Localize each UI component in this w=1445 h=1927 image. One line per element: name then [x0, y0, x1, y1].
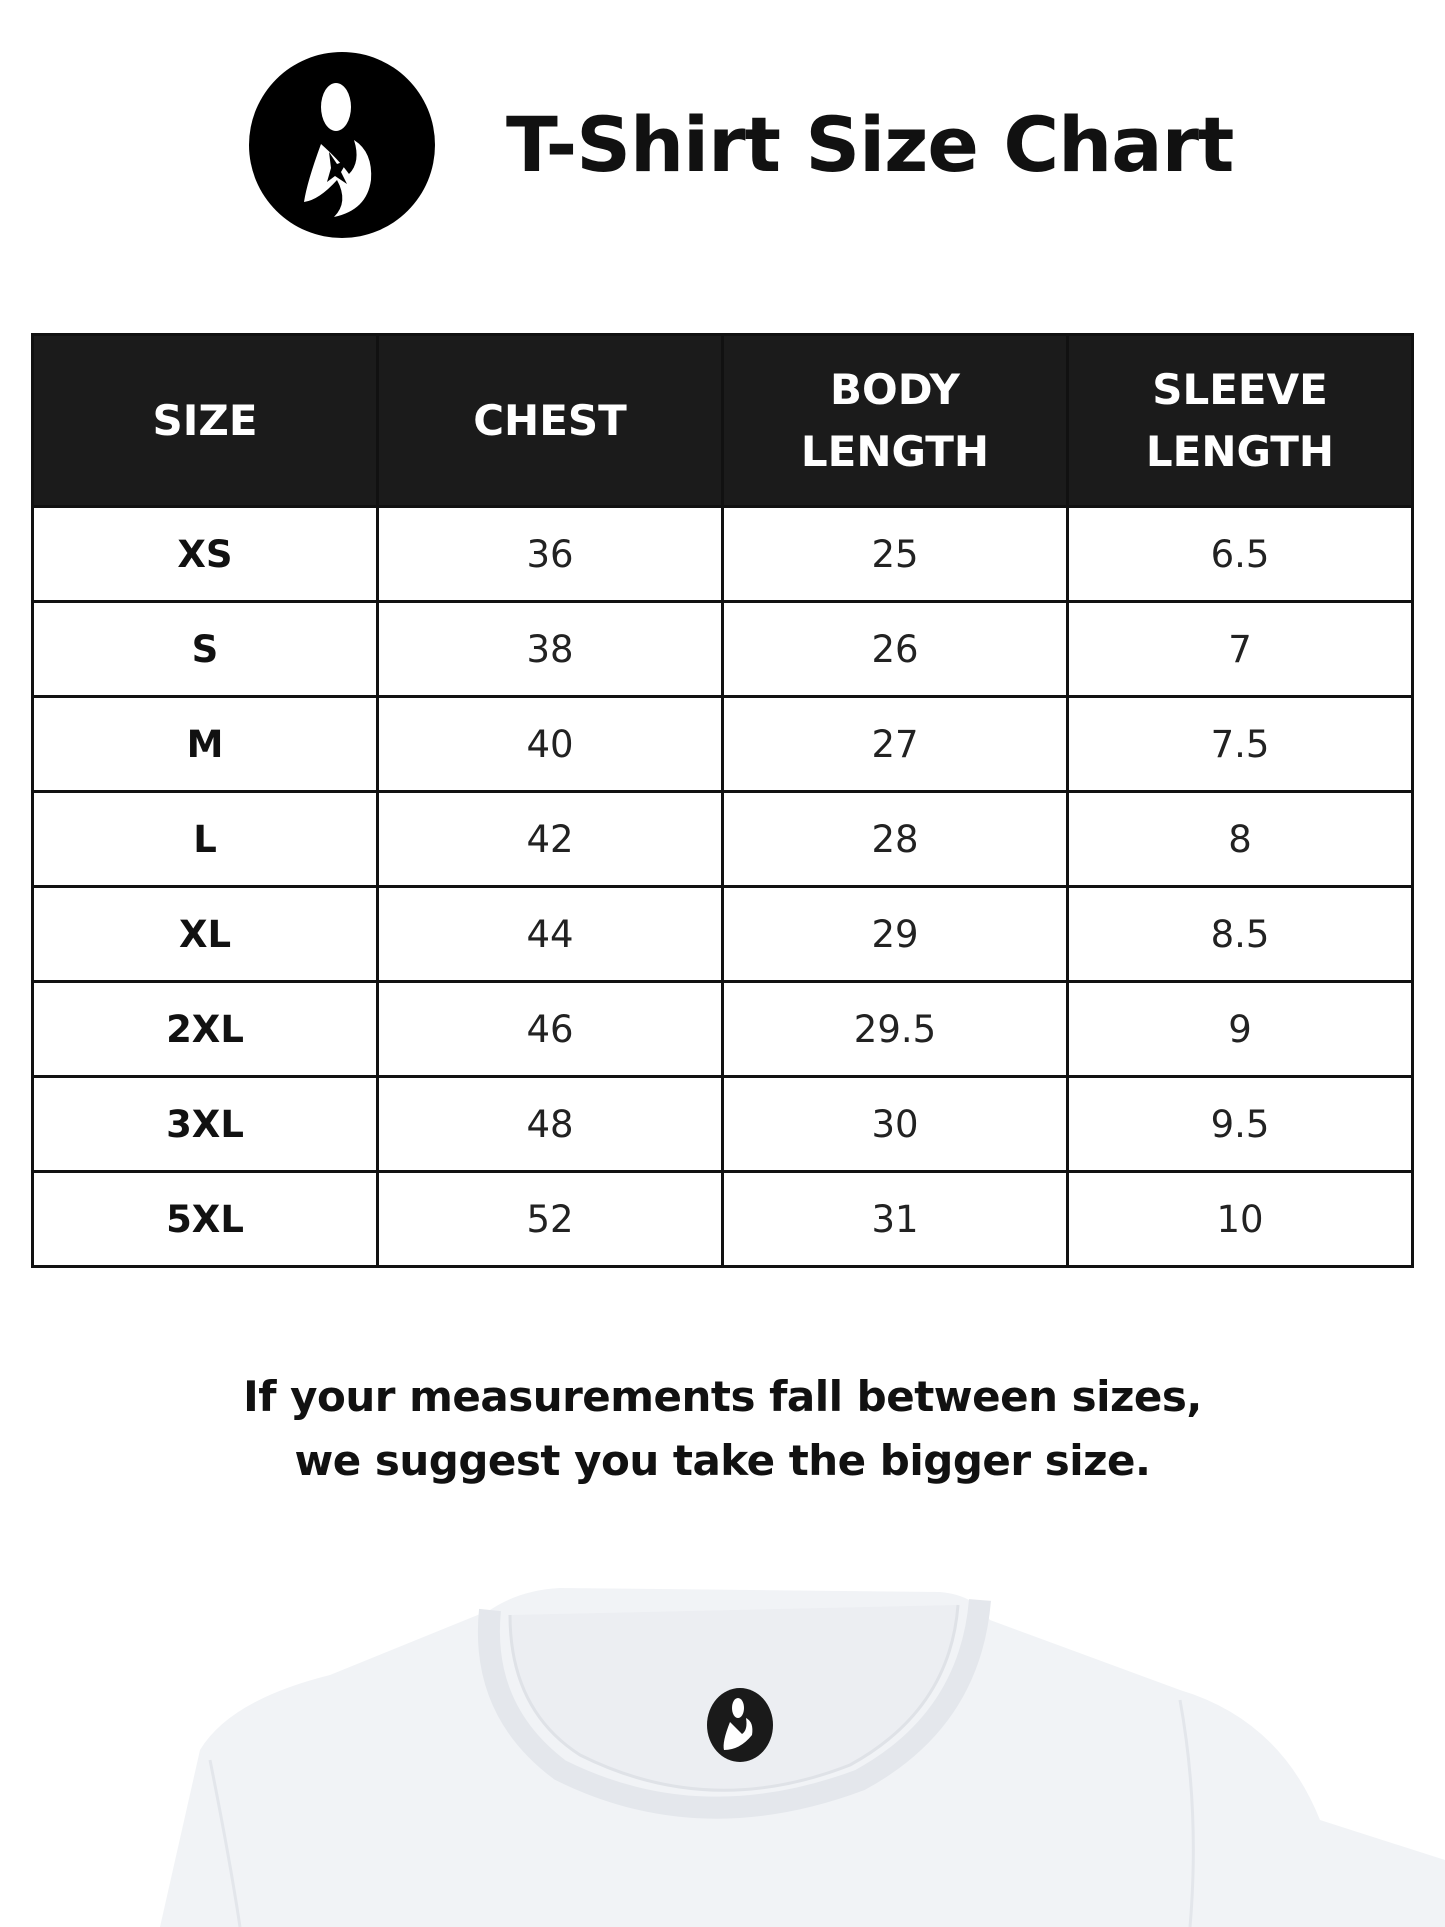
cell-chest: 48 [376, 1075, 724, 1173]
cell-size: L [31, 790, 379, 888]
cell-sleeve-length: 6.5 [1066, 505, 1414, 603]
tshirt-image [160, 1588, 1445, 1927]
cell-sleeve-length: 8 [1066, 790, 1414, 888]
cell-chest: 42 [376, 790, 724, 888]
page-title: T-Shirt Size Chart [506, 100, 1234, 189]
column-header-sleeve-length: SLEEVE LENGTH [1066, 333, 1414, 508]
cell-size: S [31, 600, 379, 698]
cell-chest: 44 [376, 885, 724, 983]
cell-chest: 40 [376, 695, 724, 793]
cell-sleeve-length: 9 [1066, 980, 1414, 1078]
cell-body-length: 30 [721, 1075, 1069, 1173]
table-row: 3XL 48 30 9.5 [31, 1075, 1414, 1173]
column-header-chest: CHEST [376, 333, 724, 508]
cell-chest: 38 [376, 600, 724, 698]
cell-body-length: 29 [721, 885, 1069, 983]
cell-size: 3XL [31, 1075, 379, 1173]
cell-body-length: 29.5 [721, 980, 1069, 1078]
sleeve-length-header-text: SLEEVE LENGTH [1145, 364, 1335, 476]
table-row: XL 44 29 8.5 [31, 885, 1414, 983]
table-row: L 42 28 8 [31, 790, 1414, 888]
column-header-size: SIZE [31, 333, 379, 508]
sizing-note-line-1: If your measurements fall between sizes, [243, 1372, 1202, 1421]
cell-body-length: 31 [721, 1170, 1069, 1268]
sizing-note-line-2: we suggest you take the bigger size. [294, 1436, 1151, 1485]
sizing-note: If your measurements fall between sizes,… [0, 1365, 1445, 1493]
cell-chest: 36 [376, 505, 724, 603]
cell-sleeve-length: 9.5 [1066, 1075, 1414, 1173]
cell-body-length: 28 [721, 790, 1069, 888]
brand-logo-icon [249, 52, 435, 238]
table-header-row: SIZE CHEST BODY LENGTH SLEEVE LENGTH [31, 333, 1414, 508]
table-row: S 38 26 7 [31, 600, 1414, 698]
cell-body-length: 25 [721, 505, 1069, 603]
table-row: XS 36 25 6.5 [31, 505, 1414, 603]
cell-size: 5XL [31, 1170, 379, 1268]
cell-sleeve-length: 7 [1066, 600, 1414, 698]
cell-size: XL [31, 885, 379, 983]
table-row: M 40 27 7.5 [31, 695, 1414, 793]
cell-body-length: 26 [721, 600, 1069, 698]
table-row: 5XL 52 31 10 [31, 1170, 1414, 1268]
size-table: SIZE CHEST BODY LENGTH SLEEVE LENGTH XS 3… [31, 333, 1414, 1268]
tag-logo-icon [707, 1688, 773, 1762]
table-row: 2XL 46 29.5 9 [31, 980, 1414, 1078]
cell-sleeve-length: 10 [1066, 1170, 1414, 1268]
column-header-body-length: BODY LENGTH [721, 333, 1069, 508]
cell-size: 2XL [31, 980, 379, 1078]
cell-sleeve-length: 8.5 [1066, 885, 1414, 983]
cell-chest: 52 [376, 1170, 724, 1268]
cell-size: XS [31, 505, 379, 603]
cell-size: M [31, 695, 379, 793]
body-length-header-text: BODY LENGTH [800, 364, 990, 476]
cell-chest: 46 [376, 980, 724, 1078]
cell-body-length: 27 [721, 695, 1069, 793]
cell-sleeve-length: 7.5 [1066, 695, 1414, 793]
